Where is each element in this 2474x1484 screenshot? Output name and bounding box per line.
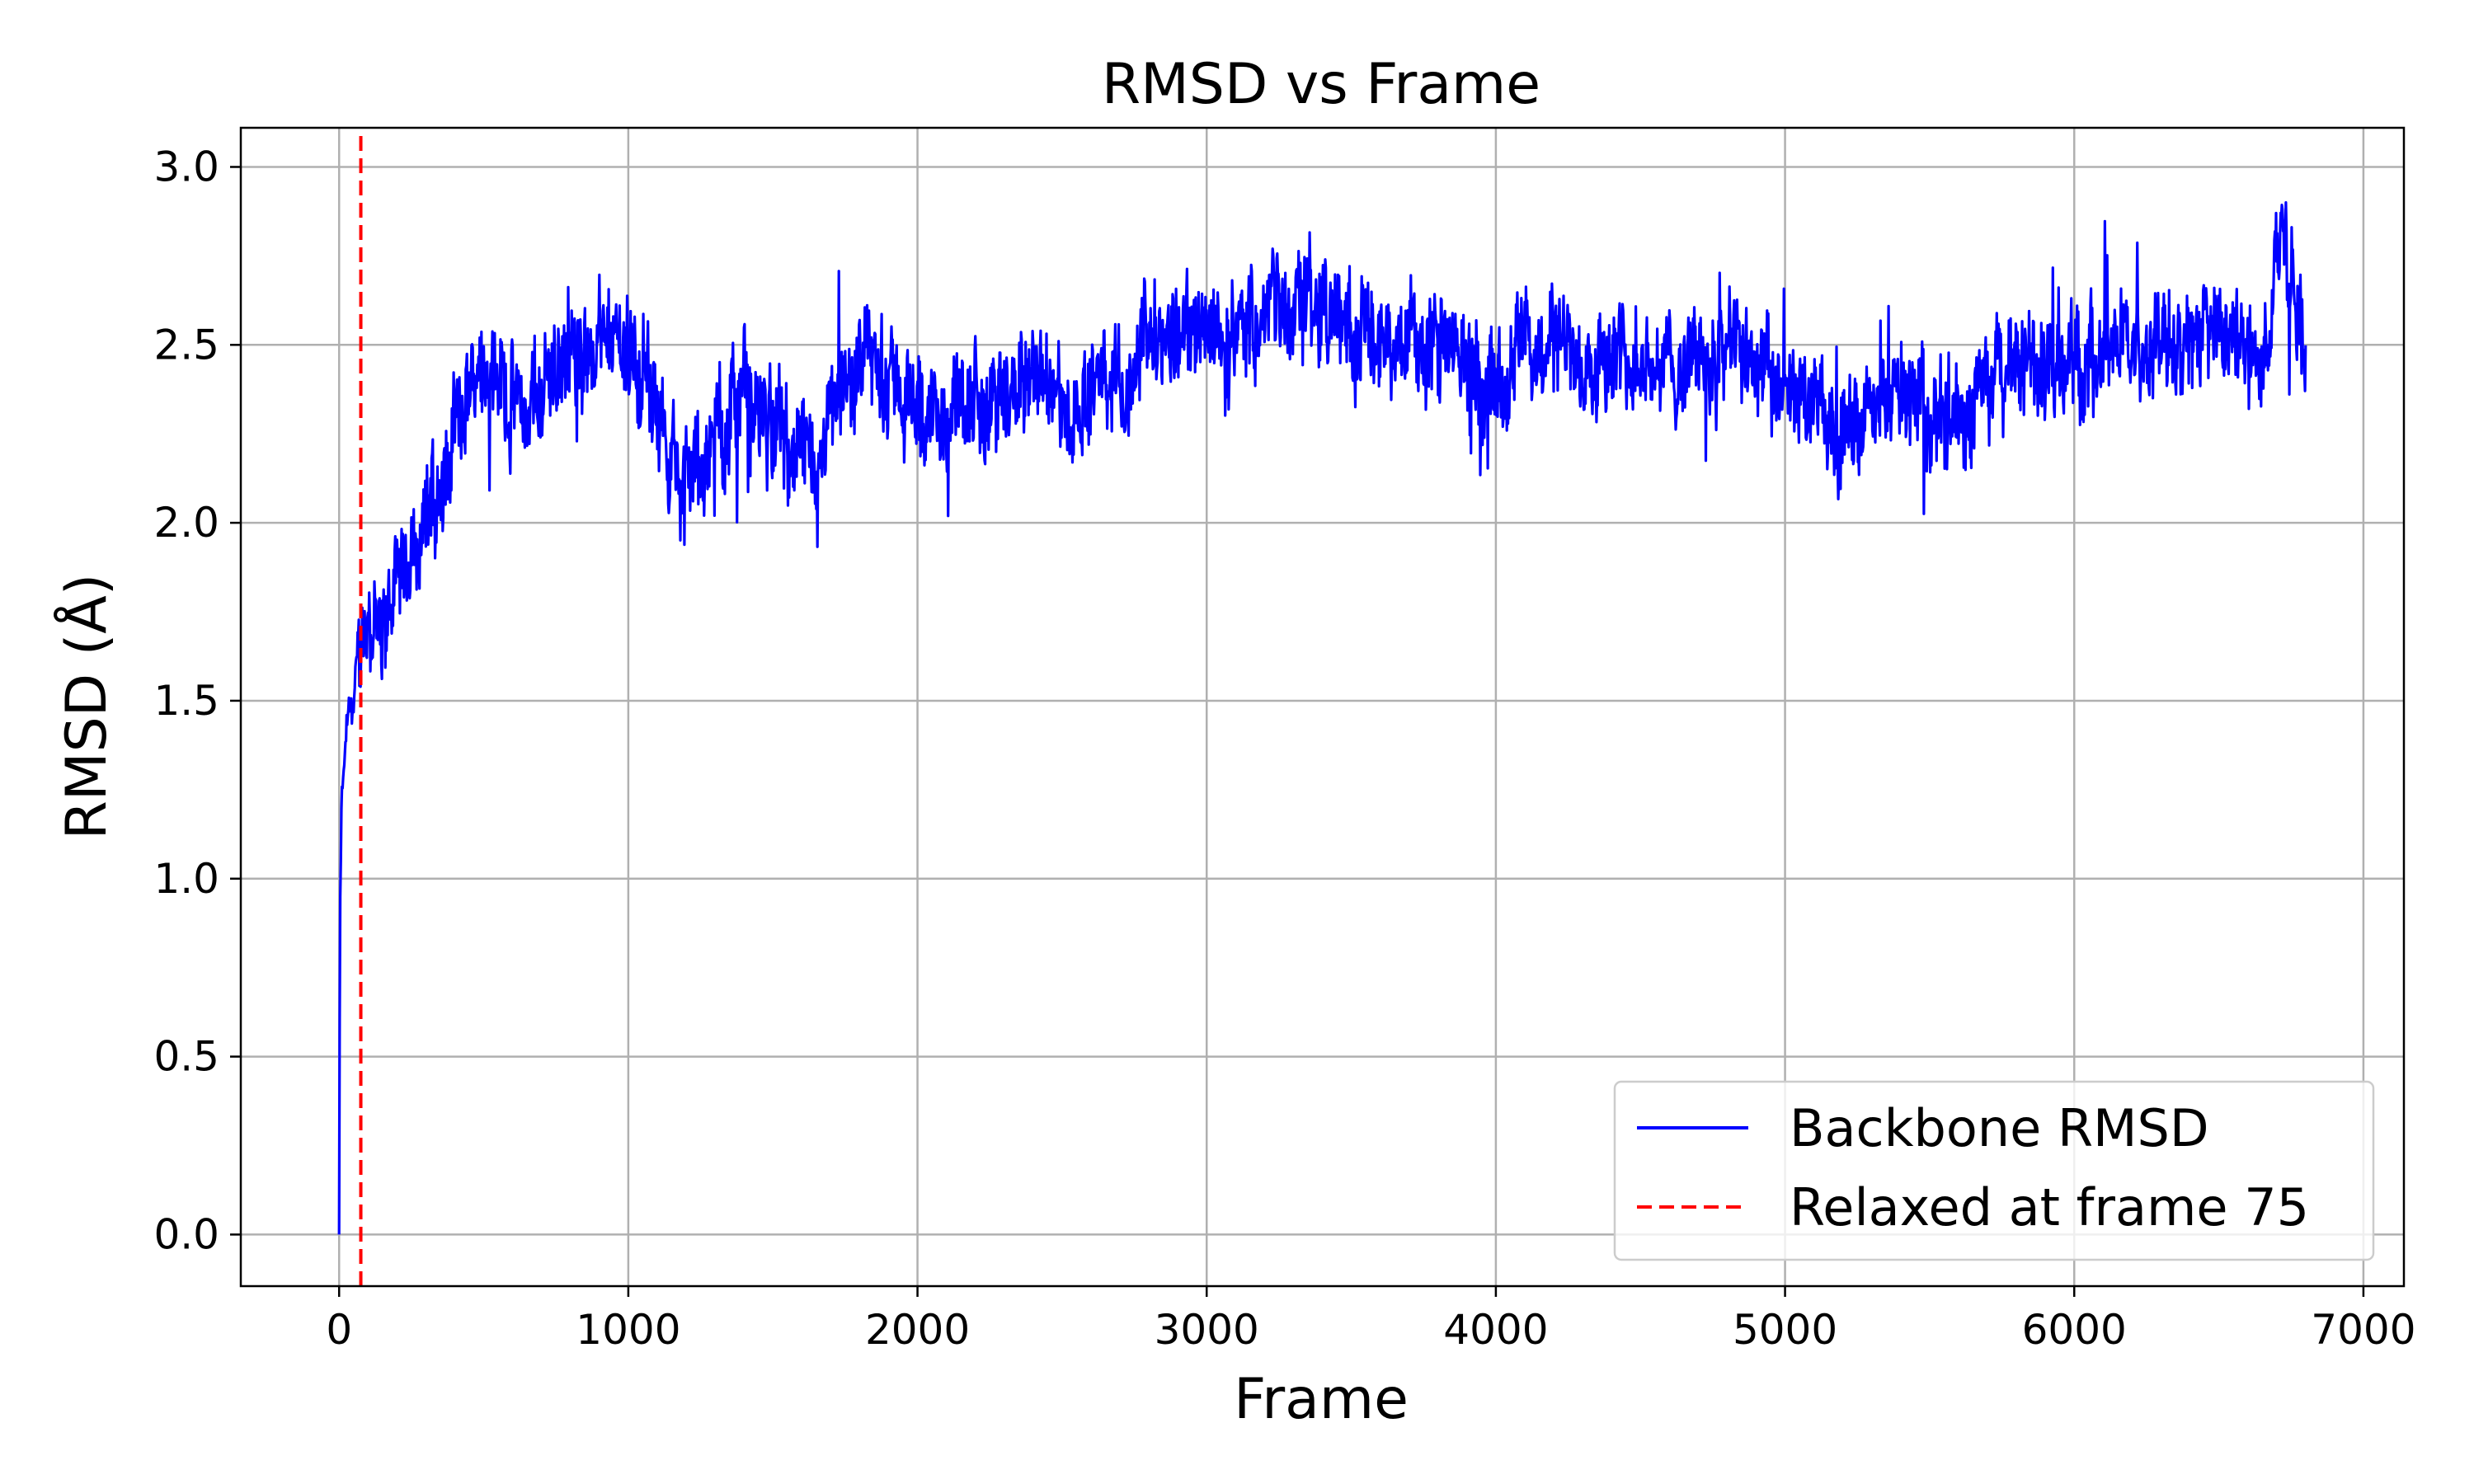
x-tick-label: 6000 [2022, 1306, 2127, 1354]
y-tick-label: 2.0 [153, 499, 219, 547]
y-axis-label: RMSD (Å) [53, 574, 120, 840]
x-tick-label: 4000 [1443, 1306, 1548, 1354]
y-axis-ticks: 0.0 0.5 1.0 1.5 2.0 2.5 3.0 [153, 143, 241, 1258]
legend: Backbone RMSD Relaxed at frame 75 [1613, 1080, 2375, 1261]
x-tick-label: 3000 [1155, 1306, 1259, 1354]
y-tick-label: 0.0 [153, 1210, 219, 1258]
series-layer [337, 128, 2307, 1286]
y-tick-label: 0.5 [153, 1033, 219, 1081]
x-tick-label: 0 [326, 1306, 352, 1354]
x-tick-label: 7000 [2311, 1306, 2415, 1354]
y-tick-label: 1.5 [153, 677, 219, 725]
legend-label-relaxed: Relaxed at frame 75 [1790, 1177, 2309, 1237]
y-tick-label: 3.0 [153, 143, 219, 190]
x-tick-label: 1000 [576, 1306, 680, 1354]
chart-title: RMSD vs Frame [1102, 52, 1540, 117]
series-backbone-rmsd [337, 201, 2307, 1235]
x-axis-ticks: 0 1000 2000 3000 4000 5000 6000 7000 [326, 1286, 2416, 1354]
x-tick-label: 2000 [865, 1306, 970, 1354]
x-axis-label: Frame [1234, 1367, 1409, 1432]
y-tick-label: 2.5 [153, 321, 219, 369]
y-tick-label: 1.0 [153, 855, 219, 903]
x-tick-label: 5000 [1733, 1306, 1837, 1354]
legend-box [1613, 1080, 2375, 1261]
plot-frame [239, 126, 2406, 1288]
legend-label-backbone: Backbone RMSD [1790, 1098, 2209, 1158]
